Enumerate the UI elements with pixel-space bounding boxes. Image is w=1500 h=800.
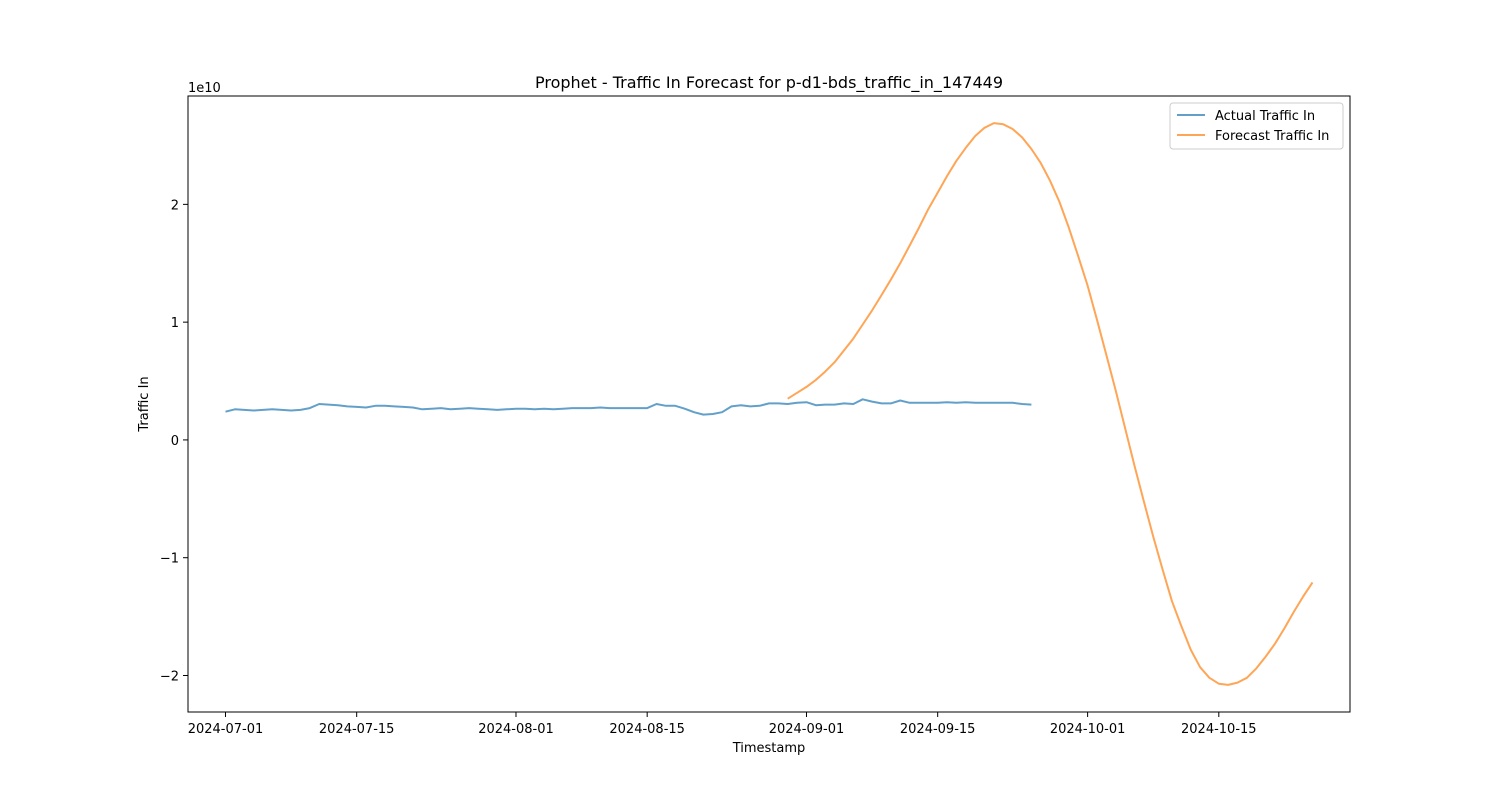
x-axis-ticks: 2024-07-01 2024-07-15 2024-08-01 2024-08-15… xyxy=(188,712,1257,737)
y-scale-label: 1e10 xyxy=(188,81,221,96)
x-tick-label: 2024-10-15 xyxy=(1181,722,1257,737)
plot-frame xyxy=(187,95,1351,713)
x-tick-label: 2024-07-01 xyxy=(188,722,264,737)
x-tick-label: 2024-10-01 xyxy=(1050,722,1126,737)
legend-label-actual: Actual Traffic In xyxy=(1215,109,1315,124)
x-axis-label: Timestamp xyxy=(732,741,806,756)
y-tick-label: −1 xyxy=(160,552,179,567)
x-tick-label: 2024-09-01 xyxy=(769,722,845,737)
y-axis-ticks: −2 −1 0 1 2 xyxy=(160,198,188,684)
actual-traffic-in-line xyxy=(225,398,1032,416)
y-axis-label: Traffic In xyxy=(137,376,152,432)
y-tick-label: 2 xyxy=(171,198,179,213)
legend-box xyxy=(1169,102,1344,150)
x-tick-label: 2024-08-15 xyxy=(609,722,685,737)
y-tick-label: 1 xyxy=(171,316,179,331)
x-tick-label: 2024-09-15 xyxy=(900,722,976,737)
x-tick-label: 2024-08-01 xyxy=(478,722,554,737)
y-tick-label: 0 xyxy=(171,434,179,449)
legend: Actual Traffic In Forecast Traffic In xyxy=(1169,102,1344,150)
legend-label-forecast: Forecast Traffic In xyxy=(1215,129,1329,144)
y-tick-label: −2 xyxy=(160,669,179,684)
chart-title: Prophet - Traffic In Forecast for p-d1-b… xyxy=(535,73,1003,93)
x-tick-label: 2024-07-15 xyxy=(319,722,395,737)
series-layer xyxy=(225,122,1314,686)
forecast-traffic-in-line xyxy=(787,122,1314,686)
